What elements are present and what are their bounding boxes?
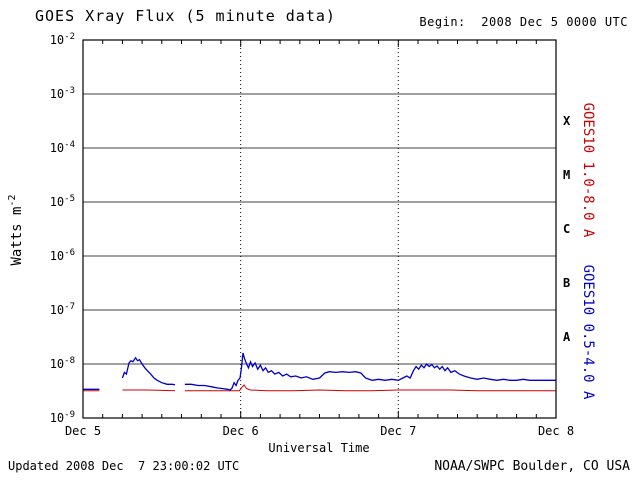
x-tick-label: Dec 8 xyxy=(538,424,574,438)
goes-short-label: GOES10 0.5-4.0 A xyxy=(580,264,596,400)
y-axis-label: Watts m-2 xyxy=(7,194,25,265)
y-axis-label-base: Watts m xyxy=(8,206,25,266)
chart-title: GOES Xray Flux (5 minute data) xyxy=(35,7,336,25)
y-tick-label: 10-5 xyxy=(50,194,75,209)
series-goes10-short-line xyxy=(184,352,556,391)
y-axis-label-exponent: -2 xyxy=(7,194,19,207)
flare-class-label: B xyxy=(563,276,570,290)
y-tick-label: 10-3 xyxy=(50,86,75,101)
y-tick-label: 10-9 xyxy=(50,410,75,425)
goes-long-label: GOES10 1.0-8.0 A xyxy=(580,102,596,238)
y-tick-label: 10-4 xyxy=(50,140,75,155)
flare-class-label: A xyxy=(563,330,571,344)
flare-class-label: M xyxy=(563,168,570,182)
y-tick-label: 10-6 xyxy=(50,248,75,263)
x-tick-label: Dec 7 xyxy=(380,424,416,438)
x-tick-label: Dec 5 xyxy=(65,424,101,438)
series-goes10-long-line xyxy=(122,389,176,392)
x-tick-label: Dec 6 xyxy=(223,424,259,438)
series-goes10-short-line xyxy=(121,356,176,386)
begin-time-label: Begin: 2008 Dec 5 0000 UTC xyxy=(419,15,628,29)
flare-class-label: C xyxy=(563,222,570,236)
y-tick-label: 10-8 xyxy=(50,356,75,371)
y-tick-label: 10-2 xyxy=(50,32,75,47)
x-axis-label: Universal Time xyxy=(268,441,370,455)
credit-label: NOAA/SWPC Boulder, CO USA xyxy=(434,459,630,474)
plot-frame xyxy=(82,39,557,419)
updated-timestamp: Updated 2008 Dec 7 23:00:02 UTC xyxy=(8,459,240,473)
series-goes10-long-line xyxy=(184,384,556,392)
y-tick-label: 10-7 xyxy=(50,302,75,317)
flare-class-label: X xyxy=(563,114,571,128)
